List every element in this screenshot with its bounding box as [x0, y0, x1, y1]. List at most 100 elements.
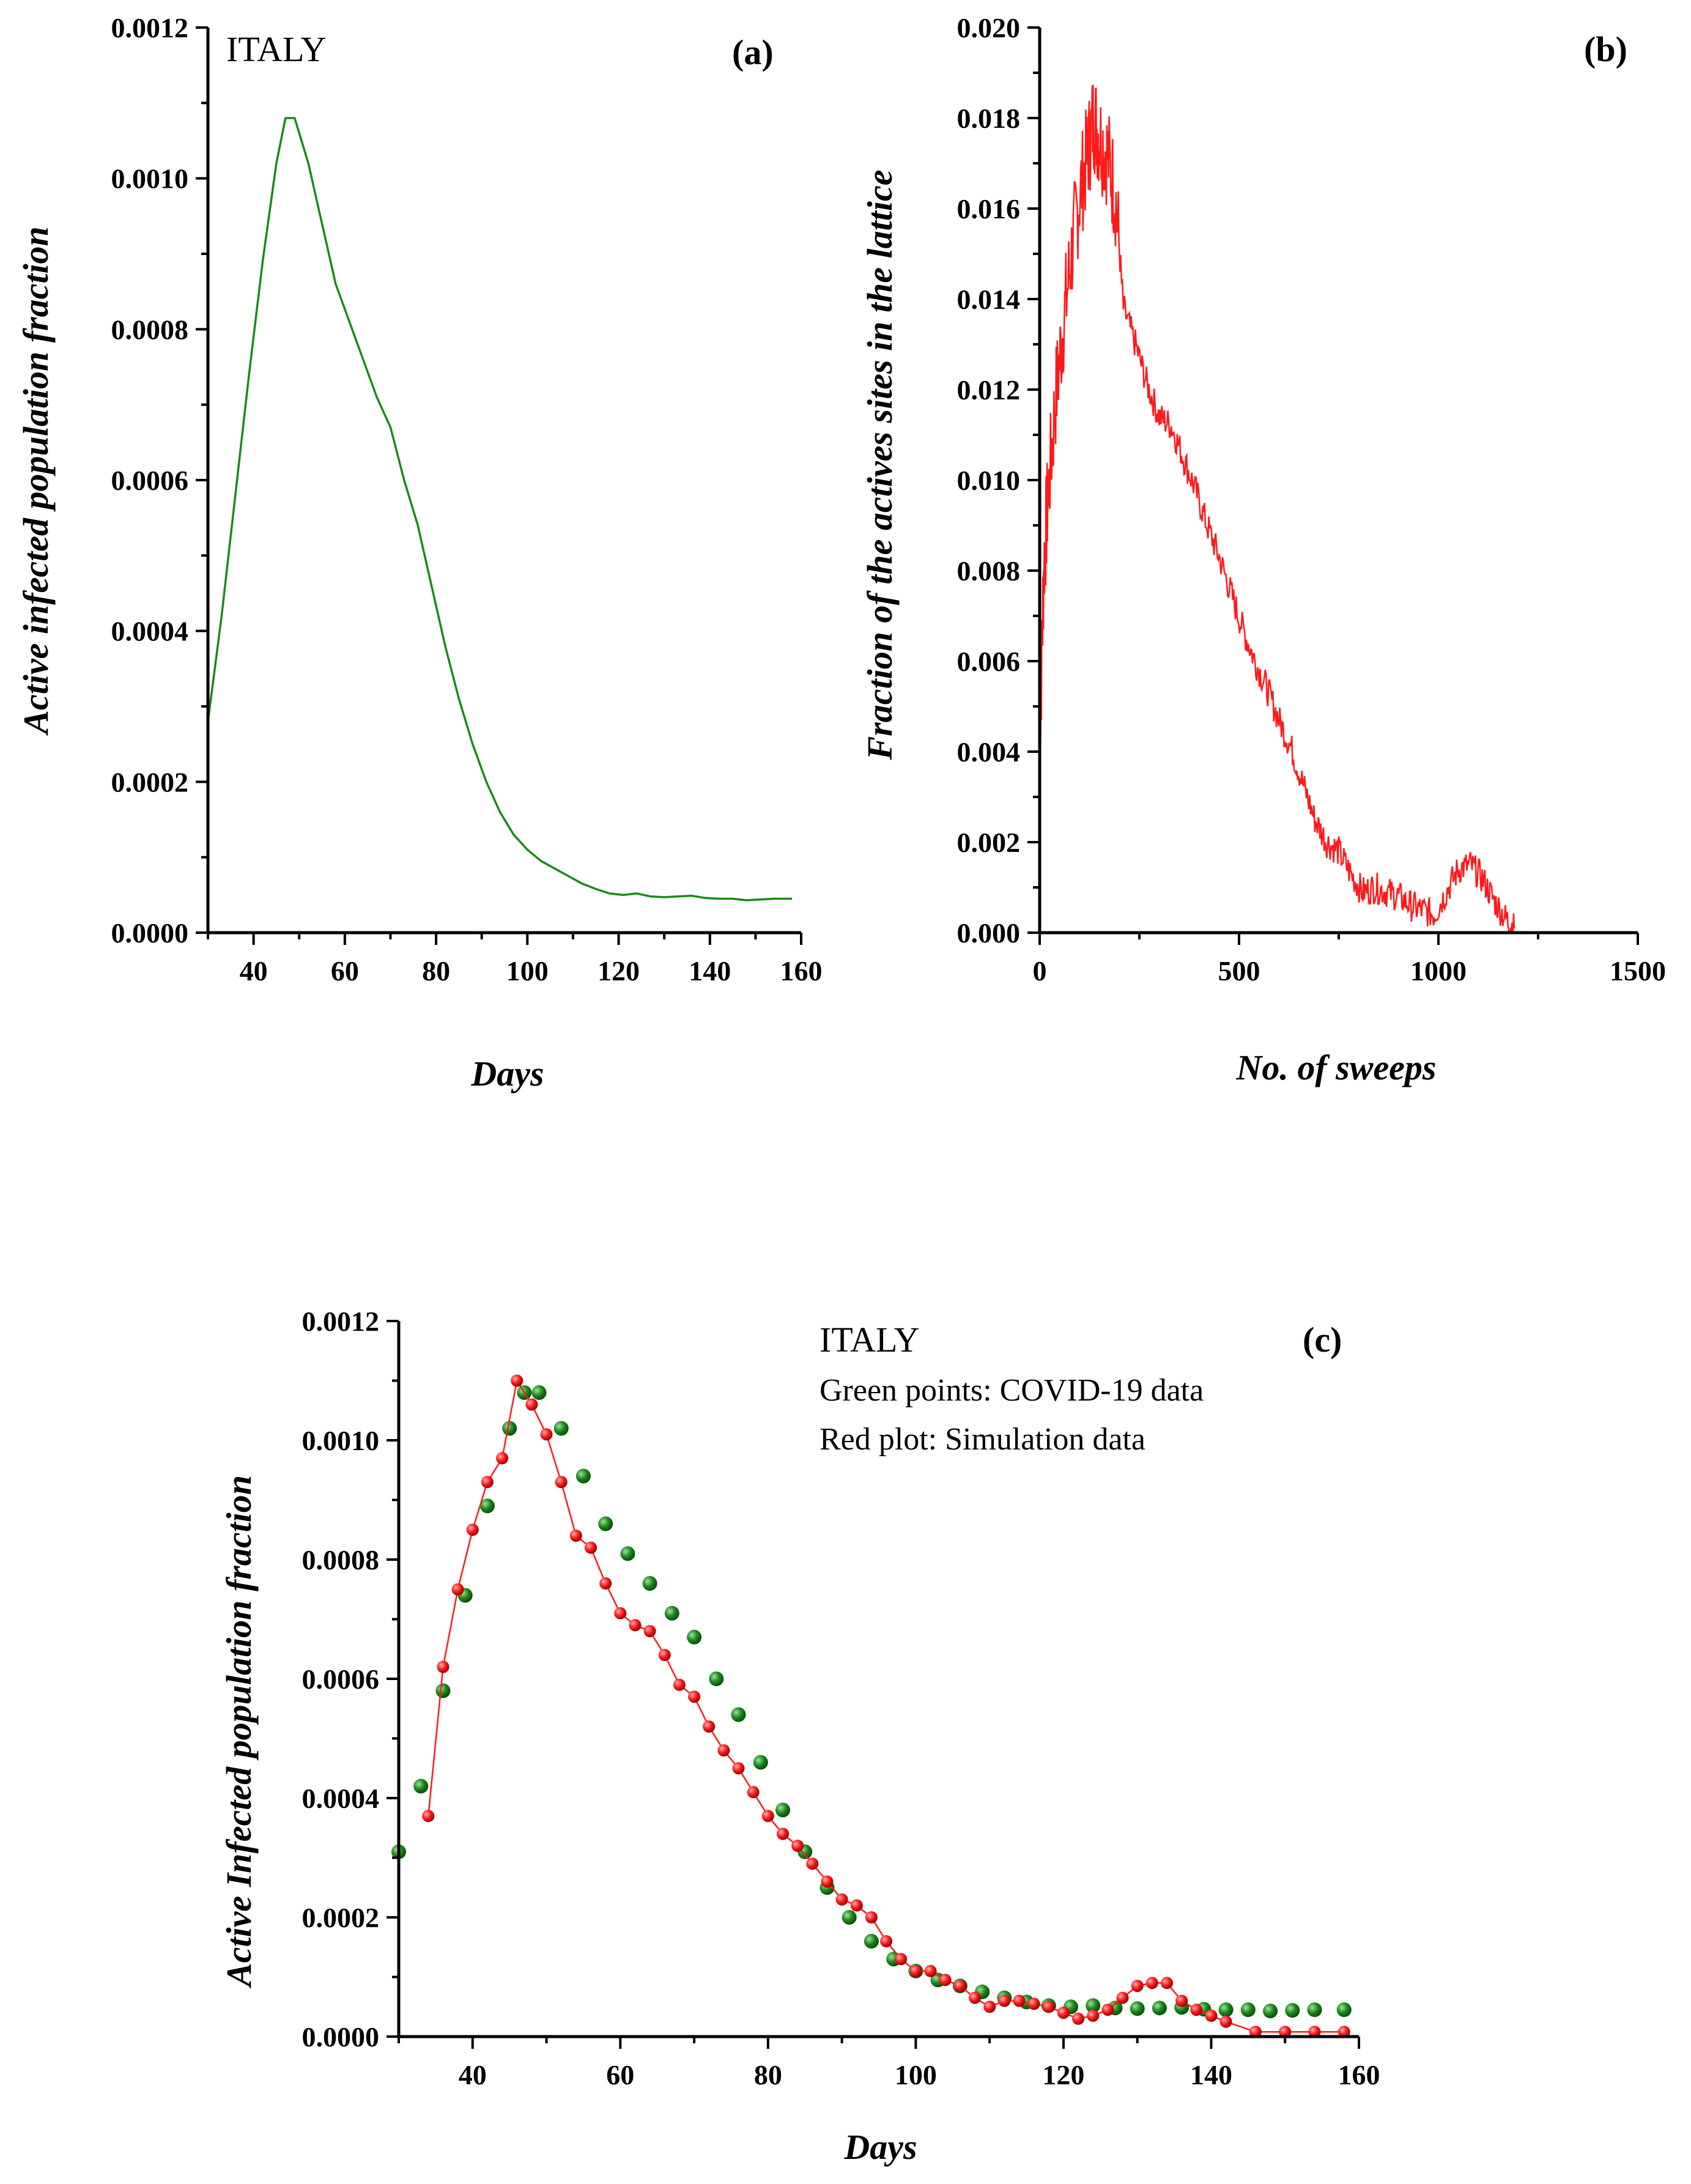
y-tick-label: 0.0012 — [111, 12, 189, 43]
chart-c-xlabel: Days — [843, 2127, 917, 2167]
chart-c-marks — [391, 1374, 1352, 2038]
data-point-covid — [864, 1934, 879, 1949]
y-tick-label: 0.0000 — [302, 2021, 380, 2053]
data-point-simulation — [953, 1980, 966, 1993]
y-tick-label: 0.0002 — [302, 1902, 380, 1933]
data-point-covid — [620, 1546, 635, 1561]
y-tick-label: 0.0008 — [111, 314, 189, 345]
data-point-simulation — [983, 2001, 996, 2013]
data-point-simulation — [939, 1974, 952, 1986]
data-point-simulation — [643, 1625, 656, 1637]
data-point-simulation — [437, 1660, 450, 1673]
x-tick-label: 160 — [780, 955, 823, 987]
data-point-simulation — [1308, 2026, 1321, 2038]
y-tick-label: 0.0006 — [111, 465, 189, 496]
data-point-simulation — [1175, 1994, 1188, 2007]
data-point-simulation — [865, 1911, 878, 1923]
chart-c-axes — [387, 1320, 1360, 2049]
chart-b-panel-label: (b) — [1584, 29, 1627, 69]
chart-a-marks — [207, 117, 793, 901]
data-point-simulation — [599, 1577, 612, 1590]
data-point-simulation — [1279, 2026, 1292, 2038]
data-point-simulation — [761, 1810, 774, 1823]
data-point-simulation — [1072, 2012, 1085, 2025]
y-tick-label: 0.0012 — [302, 1306, 380, 1337]
data-point-simulation — [717, 1744, 730, 1756]
chart-a-xlabel: Days — [470, 1054, 544, 1094]
data-point-simulation — [998, 1994, 1011, 2007]
data-point-covid — [598, 1516, 613, 1531]
chart-c-legend-green: Green points: COVID-19 data — [820, 1373, 1204, 1408]
data-point-covid — [1263, 2004, 1278, 2019]
data-point-simulation — [540, 1428, 553, 1441]
data-point-simulation — [585, 1541, 597, 1554]
data-point-covid — [575, 1468, 591, 1484]
data-point-simulation — [569, 1530, 582, 1542]
chart-b-axes — [1027, 26, 1639, 945]
data-point-covid — [479, 1498, 495, 1514]
y-tick-label: 0.012 — [957, 374, 1021, 405]
data-point-simulation — [835, 1893, 848, 1906]
y-tick-label: 0.0004 — [111, 616, 189, 647]
chart-c-ylabel: Active Infected population fraction — [219, 1475, 259, 1988]
data-point-simulation — [422, 1810, 435, 1823]
data-point-covid — [553, 1421, 569, 1436]
data-point-simulation — [614, 1607, 627, 1619]
data-point-covid — [687, 1629, 702, 1645]
y-tick-label: 0.016 — [957, 193, 1021, 224]
x-tick-label: 120 — [598, 955, 640, 987]
y-tick-label: 0.004 — [957, 736, 1021, 768]
data-point-covid — [1285, 2003, 1300, 2018]
x-tick-label: 40 — [459, 2059, 487, 2090]
data-point-simulation — [525, 1398, 538, 1411]
data-point-simulation — [732, 1762, 745, 1775]
data-point-covid — [1152, 2001, 1167, 2016]
data-point-simulation — [1190, 2004, 1203, 2016]
chart-a-ylabel: Active infected population fraction — [16, 226, 56, 736]
data-point-simulation — [1249, 2026, 1262, 2038]
y-tick-label: 0.014 — [957, 284, 1021, 315]
data-point-covid — [413, 1779, 429, 1794]
data-point-covid — [731, 1707, 746, 1722]
x-tick-label: 120 — [1042, 2059, 1084, 2090]
data-point-simulation — [1101, 2004, 1114, 2016]
data-point-simulation — [481, 1476, 494, 1489]
data-point-simulation — [629, 1619, 642, 1632]
x-tick-label: 500 — [1218, 955, 1260, 987]
data-point-covid — [1086, 1998, 1101, 2013]
x-tick-label: 1500 — [1610, 955, 1666, 987]
data-point-simulation — [703, 1720, 716, 1733]
data-point-simulation — [1042, 2001, 1055, 2013]
y-tick-label: 0.0010 — [111, 163, 189, 194]
x-tick-label: 0 — [1033, 955, 1047, 987]
data-point-simulation — [791, 1840, 804, 1852]
data-point-covid — [502, 1421, 517, 1436]
data-point-simulation — [1145, 1977, 1158, 1990]
y-tick-label: 0.0006 — [302, 1664, 380, 1695]
chart-c-legend-red: Red plot: Simulation data — [820, 1422, 1145, 1457]
x-tick-label: 100 — [506, 955, 549, 987]
data-point-covid — [842, 1910, 857, 1925]
chart-b-xlabel: No. of sweeps — [1235, 1048, 1436, 1087]
data-point-simulation — [924, 1964, 937, 1977]
data-point-simulation — [1057, 2007, 1070, 2019]
y-tick-label: 0.010 — [957, 465, 1021, 496]
data-point-covid — [1307, 2002, 1322, 2018]
y-tick-label: 0.0002 — [111, 766, 189, 798]
data-point-simulation — [747, 1786, 760, 1799]
chart-a-axes — [196, 26, 802, 945]
x-tick-label: 140 — [1190, 2059, 1232, 2090]
x-tick-label: 100 — [895, 2059, 937, 2090]
chart-a-panel-label: (a) — [732, 32, 774, 72]
data-point-simulation — [673, 1678, 686, 1691]
data-point-simulation — [880, 1935, 893, 1947]
y-tick-label: 0.0010 — [302, 1425, 380, 1456]
data-point-covid — [435, 1683, 451, 1698]
data-point-simulation — [1027, 1997, 1040, 2010]
x-tick-label: 140 — [689, 955, 731, 987]
data-point-simulation — [1161, 1977, 1173, 1990]
data-point-covid — [1240, 2002, 1256, 2018]
data-point-simulation — [496, 1452, 509, 1465]
x-tick-label: 80 — [422, 955, 450, 987]
series-line-simulation — [1038, 84, 1515, 934]
